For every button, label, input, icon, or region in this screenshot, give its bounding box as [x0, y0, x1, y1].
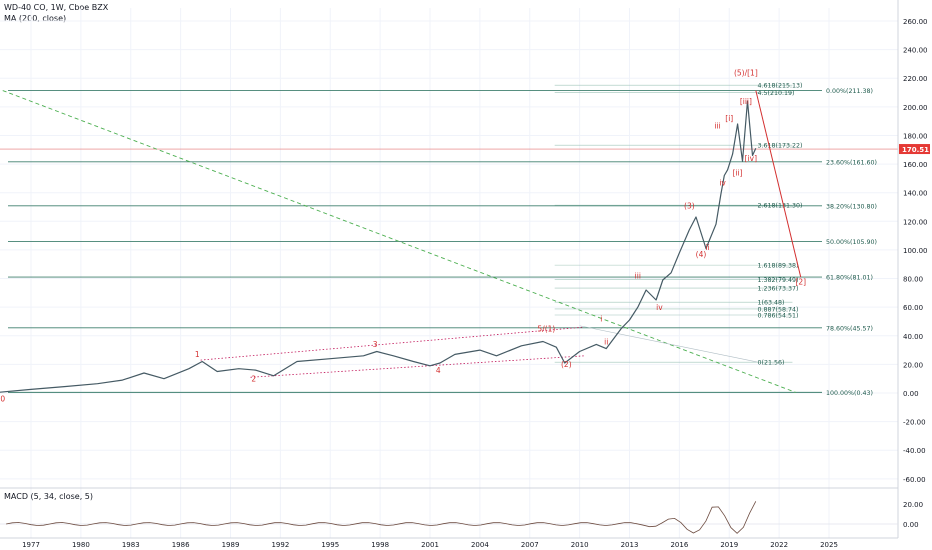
- x-tick-label: 1980: [72, 541, 90, 549]
- y-tick-label: 260.00: [903, 18, 928, 26]
- wave-label: 4: [436, 366, 441, 375]
- fib-retracement-label: 38.20%(130.80): [826, 203, 877, 210]
- macd-panel: MACD (5, 34, close, 5) 20.00 0.00: [0, 487, 923, 534]
- wave-label: [iii]: [740, 97, 752, 106]
- fib-retracement-label: 78.60%(45.57): [826, 325, 873, 332]
- channel-upper: [200, 326, 583, 361]
- fib-extension-label: 0.887(58.74): [758, 306, 799, 313]
- wave-label: 0: [0, 395, 5, 404]
- x-tick-label: 1977: [22, 541, 40, 549]
- fib-base-line: [579, 325, 758, 363]
- y-tick-label: 20.00: [903, 361, 923, 369]
- macd-label: MACD (5, 34, close, 5): [4, 492, 93, 501]
- price-axis: 260.00 240.00 220.00 200.00 180.00 160.00 140.…: [897, 0, 930, 538]
- last-price-badge-label: 170.51: [902, 146, 929, 154]
- y-tick-label: 0.00: [903, 390, 919, 398]
- x-tick-label: 2007: [521, 541, 539, 549]
- wave-label: ii: [706, 243, 710, 252]
- fib-extension-label: 1(63.48): [758, 300, 785, 307]
- wave-label: [i]: [725, 114, 733, 123]
- wave-label: i: [600, 314, 602, 323]
- fib-extension-label: 3.618(173.22): [758, 143, 803, 150]
- wave-label: iii: [714, 121, 720, 130]
- fib-retracement-label: 50.00%(105.90): [826, 239, 877, 246]
- wave-label: [ii]: [733, 169, 743, 178]
- y-tick-label: 100.00: [903, 247, 928, 255]
- fibonacci-levels: 0.00%(211.38) 23.60%(161.60) 38.20%(130.80…: [8, 83, 877, 397]
- trend-line-dashed: [2, 90, 796, 393]
- wave-label: 3: [373, 340, 378, 349]
- fib-extension-label: 0(21.56): [758, 360, 785, 367]
- fib-extension-label: 1.382(79.49): [758, 277, 799, 284]
- last-price-badge: [899, 144, 930, 155]
- x-tick-label: 1983: [122, 541, 140, 549]
- x-tick-label: 1986: [172, 541, 190, 549]
- y-tick-label: 120.00: [903, 218, 928, 226]
- wave-label: 5/(1): [537, 324, 555, 333]
- projection-arrow: [755, 90, 802, 278]
- elliott-wave-labels: 012345/(1)(2)iiiiiiiv(3)(4)iiiiiiv[i][ii…: [0, 68, 806, 403]
- fib-extension-label: 0.786(54.51): [758, 313, 799, 320]
- x-tick-label: 1998: [371, 541, 389, 549]
- fib-retracement-label: 100.00%(0.43): [826, 390, 873, 397]
- macd-tick-label: 0.00: [903, 521, 919, 529]
- grid-lines: [0, 8, 898, 538]
- y-tick-label: 180.00: [903, 132, 928, 140]
- macd-tick-label: 20.00: [903, 501, 923, 509]
- x-tick-label: 2022: [770, 541, 788, 549]
- x-tick-label: 2010: [571, 541, 589, 549]
- y-tick-label: -40.00: [903, 447, 926, 455]
- x-tick-label: 1992: [271, 541, 289, 549]
- fib-extension-label: 2.618(131.30): [758, 203, 803, 210]
- price-series: [0, 100, 757, 393]
- fib-extension-label: 4.618(215.13): [758, 83, 803, 90]
- wave-label: [iv]: [745, 154, 757, 163]
- y-tick-label: 220.00: [903, 75, 928, 83]
- time-axis: 1977 1980 1983 1986 1989 1992 1995 1998 2001 2004…: [0, 537, 898, 549]
- macd-line: [6, 501, 757, 534]
- fib-extension-label: 4.5(210.19): [758, 90, 795, 97]
- wave-label: 1: [195, 350, 200, 359]
- fib-retracement-label: 61.80%(81.01): [826, 275, 873, 282]
- ma-indicator-label[interactable]: MA (200, close): [4, 14, 67, 23]
- y-tick-label: 240.00: [903, 47, 928, 55]
- wave-label: iv: [719, 179, 726, 188]
- wave-label: 2: [251, 375, 256, 384]
- wave-label: (2): [561, 360, 572, 369]
- wave-label: ii: [604, 337, 608, 346]
- fib-extension-label: 1.236(73.37): [758, 286, 799, 293]
- x-tick-label: 2016: [670, 541, 688, 549]
- y-tick-label: -20.00: [903, 419, 926, 427]
- x-tick-label: 1989: [222, 541, 240, 549]
- y-tick-label: 40.00: [903, 333, 923, 341]
- y-tick-label: 140.00: [903, 190, 928, 198]
- fib-retracement-label: 0.00%(211.38): [826, 88, 873, 95]
- y-tick-label: 60.00: [903, 304, 923, 312]
- trend-overlays: [0, 90, 898, 393]
- wave-label: [2]: [795, 277, 806, 286]
- x-tick-label: 2004: [471, 541, 489, 549]
- x-tick-label: 2025: [820, 541, 838, 549]
- x-tick-label: 1995: [321, 541, 339, 549]
- symbol-title[interactable]: WD-40 CO, 1W, Cboe BZX: [4, 3, 109, 12]
- wave-label: (4): [696, 250, 707, 259]
- price-line: [0, 100, 757, 393]
- y-tick-label: 80.00: [903, 276, 923, 284]
- x-tick-label: 2001: [421, 541, 439, 549]
- channel-lower: [250, 355, 585, 378]
- x-tick-label: 2013: [621, 541, 639, 549]
- fib-extension-label: 1.618(89.38): [758, 263, 799, 270]
- wave-label: (3): [684, 201, 695, 210]
- x-tick-label: 2019: [720, 541, 738, 549]
- wave-label: (5)/[1]: [734, 68, 758, 77]
- y-tick-label: -60.00: [903, 476, 926, 484]
- wave-label: iv: [656, 303, 663, 312]
- y-tick-label: 200.00: [903, 104, 928, 112]
- fib-retracement-label: 23.60%(161.60): [826, 159, 877, 166]
- y-tick-label: 160.00: [903, 161, 928, 169]
- wave-label: iii: [635, 272, 641, 281]
